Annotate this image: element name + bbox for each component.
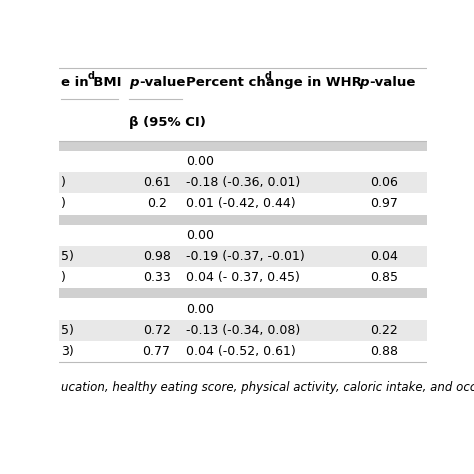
Text: ): ) [61,271,66,284]
Text: -value: -value [369,76,415,89]
Text: e in BMI: e in BMI [61,76,122,89]
Text: -0.18 (-0.36, 0.01): -0.18 (-0.36, 0.01) [186,176,300,189]
Text: 0.04: 0.04 [370,250,398,263]
Text: Percent change in WHR: Percent change in WHR [186,76,362,89]
Text: p: p [359,76,368,89]
Text: d: d [88,71,94,81]
Text: 0.00: 0.00 [186,302,214,316]
Bar [59,288,427,299]
Text: ucation, healthy eating score, physical activity, caloric intake, and occupation: ucation, healthy eating score, physical … [61,381,474,394]
Text: 0.97: 0.97 [370,198,398,210]
Text: 0.22: 0.22 [371,324,398,337]
Text: 0.88: 0.88 [370,345,398,358]
Bar [59,215,427,225]
Text: 0.72: 0.72 [143,324,171,337]
Text: -0.13 (-0.34, 0.08): -0.13 (-0.34, 0.08) [186,324,300,337]
Text: β (95% CI): β (95% CI) [129,116,206,129]
Text: 0.61: 0.61 [143,176,171,189]
Text: -value: -value [139,76,186,89]
Text: 0.04 (- 0.37, 0.45): 0.04 (- 0.37, 0.45) [186,271,300,284]
Text: ): ) [61,198,66,210]
Text: 0.2: 0.2 [146,198,166,210]
Text: 5): 5) [61,324,74,337]
Text: 0.06: 0.06 [370,176,398,189]
Text: p: p [129,76,138,89]
Text: 0.00: 0.00 [186,155,214,168]
Text: 3): 3) [61,345,74,358]
Bar [59,172,427,193]
Text: 0.00: 0.00 [186,229,214,242]
Text: 0.98: 0.98 [143,250,171,263]
Bar [59,319,427,341]
Text: 0.85: 0.85 [370,271,398,284]
Bar [59,141,427,151]
Text: 5): 5) [61,250,74,263]
Text: 0.77: 0.77 [143,345,171,358]
Text: 0.01 (-0.42, 0.44): 0.01 (-0.42, 0.44) [186,198,296,210]
Text: -0.19 (-0.37, -0.01): -0.19 (-0.37, -0.01) [186,250,305,263]
Text: d: d [265,71,272,81]
Text: 0.33: 0.33 [143,271,171,284]
Text: 0.04 (-0.52, 0.61): 0.04 (-0.52, 0.61) [186,345,296,358]
Bar [59,246,427,267]
Text: ): ) [61,176,66,189]
